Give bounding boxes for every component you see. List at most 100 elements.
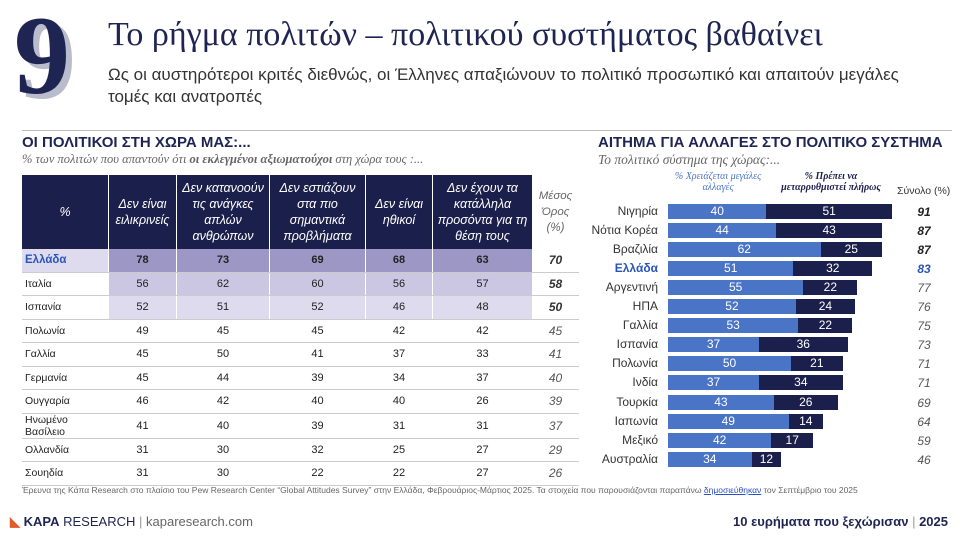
- cell: 41: [269, 342, 366, 367]
- cell: 40: [365, 389, 433, 414]
- category-label: Ελλάδα: [614, 261, 658, 276]
- cell: 45: [176, 319, 270, 343]
- table-title: ΟΙ ΠΟΛΙΤΙΚΟΙ ΣΤΗ ΧΩΡΑ ΜΑΣ:...: [22, 134, 251, 151]
- category-label: Πολωνία: [612, 356, 658, 371]
- column-header: Μέσος Όρος (%): [532, 175, 579, 249]
- cell: 63: [432, 249, 533, 273]
- total: 87: [917, 224, 931, 239]
- cell: 56: [108, 272, 177, 296]
- cell: 50: [532, 295, 579, 320]
- tagline: 10 ευρήματα που ξεχώρισαν | 2025: [733, 514, 948, 529]
- bar-label: 14: [799, 413, 813, 428]
- text: 10 ευρήματα που ξεχώρισαν: [733, 514, 909, 529]
- row: Γαλλία 45 50 41 37 33 41: [22, 342, 579, 367]
- row: Ιταλία 56 62 60 56 57 58: [22, 272, 579, 296]
- bar-label: 37: [706, 375, 721, 390]
- cell: 60: [269, 272, 366, 296]
- column-header: Δεν είναι ηθικοί: [365, 175, 433, 249]
- total: 91: [917, 205, 931, 219]
- column-header: %: [22, 175, 109, 249]
- cell: 41: [532, 342, 579, 367]
- text: οι εκλεγμένοι αξιωματούχοι: [189, 152, 333, 166]
- cell: 31: [108, 461, 177, 486]
- bar: 43: [776, 223, 882, 239]
- row: Ισπανία 52 51 52 46 48 50: [22, 295, 579, 320]
- legend-label: % Χρειάζεται μεγάλες αλλαγές: [674, 171, 762, 193]
- table-subtitle: % των πολιτών που απαντούν ότι οι εκλεγμ…: [22, 152, 423, 167]
- bar: 21: [791, 356, 843, 372]
- cell: 42: [365, 319, 433, 343]
- header-row: % Δεν είναι ειλικρινείς Δεν κατανοούν τις …: [22, 175, 579, 249]
- total: 76: [917, 300, 931, 315]
- total: 46: [917, 452, 931, 467]
- bar: 62: [668, 242, 821, 258]
- total: 64: [917, 414, 931, 429]
- bar: 55: [668, 280, 804, 296]
- bar: 14: [788, 413, 823, 429]
- bar: 22: [798, 318, 853, 334]
- category-label: Ισπανία: [616, 337, 658, 352]
- link[interactable]: δημοσιεύθηκαν: [703, 485, 762, 495]
- source: Έρευνα της Κάπα Research στο πλαίσιο του…: [22, 485, 922, 495]
- total: 75: [917, 319, 931, 334]
- cell: 31: [108, 438, 177, 462]
- total: 73: [917, 338, 931, 353]
- cell: 73: [176, 249, 270, 273]
- column-header: Δεν είναι ειλικρινείς: [108, 175, 177, 249]
- cell: 50: [176, 342, 270, 367]
- bar: 34: [668, 451, 752, 467]
- bar: 49: [668, 413, 789, 429]
- cell: 29: [532, 438, 579, 462]
- bar-label: 44: [715, 223, 729, 238]
- row: Σουηδία 31 30 22 22 27 26: [22, 461, 579, 486]
- bar: 50: [668, 356, 791, 372]
- country: Σουηδία: [22, 461, 109, 486]
- bar: 32: [793, 261, 873, 277]
- bar: 42: [668, 432, 772, 448]
- country: Ελλάδα: [22, 249, 109, 273]
- cell: 27: [432, 461, 533, 486]
- legend-label: % Πρέπει να μεταρρυθμιστεί πλήρως: [781, 171, 881, 193]
- cell: 44: [176, 366, 270, 390]
- bar: 36: [759, 337, 848, 353]
- bar-label: 52: [725, 299, 739, 314]
- bar-label: 43: [714, 394, 728, 409]
- bar-label: 22: [818, 318, 833, 333]
- category-label: Αργεντινή: [605, 280, 658, 295]
- cell: 27: [432, 438, 533, 462]
- cell: 69: [269, 249, 366, 273]
- bar-label: 37: [706, 337, 721, 352]
- bar-label: 34: [794, 375, 808, 390]
- bar-label: 55: [728, 280, 743, 295]
- bar-label: 43: [822, 223, 836, 238]
- total: 71: [917, 357, 931, 372]
- category-label: Βραζιλία: [612, 242, 658, 257]
- cell: 51: [176, 295, 270, 320]
- divider: [22, 130, 952, 131]
- category-label: Τουρκία: [616, 394, 658, 409]
- bar: 24: [795, 299, 855, 315]
- country: Πολωνία: [22, 319, 109, 343]
- bar: 17: [771, 432, 814, 448]
- cell: 58: [532, 272, 579, 296]
- cell: 40: [269, 389, 366, 414]
- cell: 46: [365, 295, 433, 320]
- cell: 45: [269, 319, 366, 343]
- bar: 26: [773, 394, 838, 410]
- total: 87: [917, 243, 931, 258]
- category-label: Νότια Κορέα: [591, 223, 659, 238]
- category-label: Μεξικό: [622, 432, 658, 447]
- text: KAPA: [23, 514, 60, 529]
- cell: 30: [176, 438, 270, 462]
- country: Ολλανδία: [22, 438, 109, 462]
- cell: 42: [176, 389, 270, 414]
- row: Γερμανία 45 44 39 34 37 40: [22, 366, 579, 390]
- bar-label: 22: [823, 280, 838, 295]
- text: 2025: [919, 514, 948, 529]
- cell: 56: [365, 272, 433, 296]
- bar-label: 17: [785, 432, 799, 447]
- bar-label: 36: [796, 337, 810, 352]
- cell: 49: [108, 319, 177, 343]
- bar: 37: [668, 375, 760, 391]
